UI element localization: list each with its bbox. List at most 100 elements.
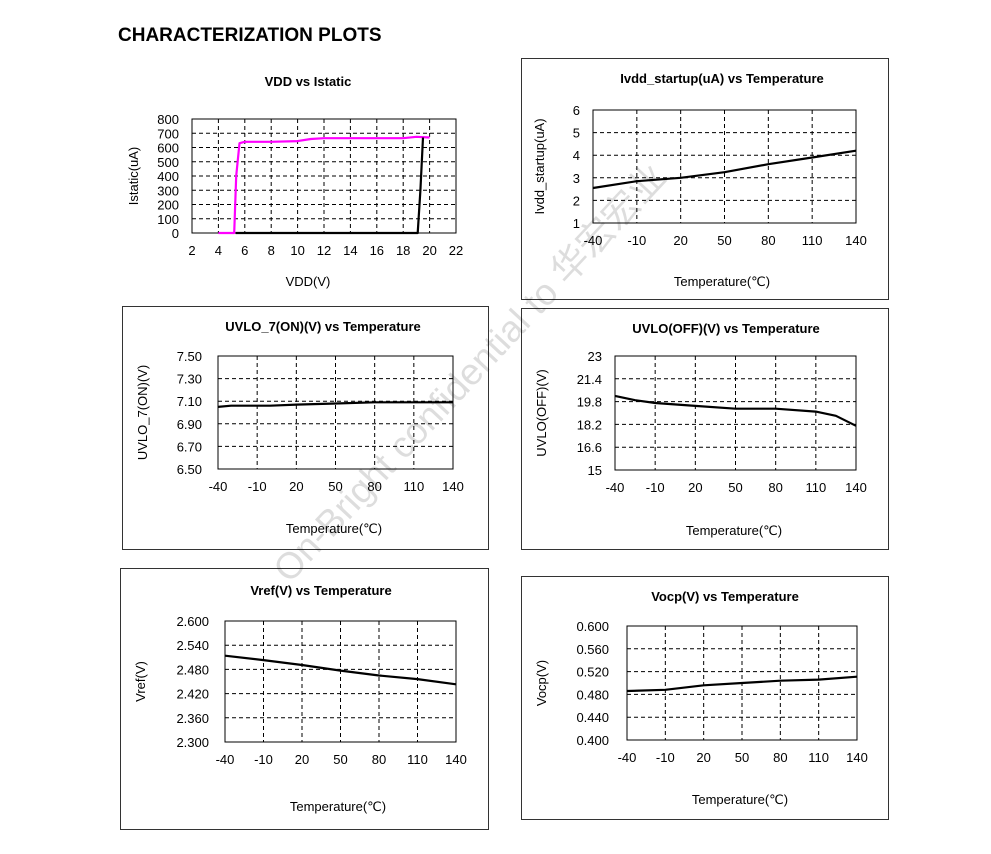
vref-svg: Vref(V) vs Temperature Temperature(℃) Vr… xyxy=(133,583,467,814)
y-tick-label: 18.2 xyxy=(577,417,602,432)
y-axis-label: UVLO(OFF)(V) xyxy=(534,369,549,456)
vocp-svg: Vocp(V) vs Temperature Temperature(℃) Vo… xyxy=(534,589,868,807)
x-tick-label: 140 xyxy=(846,750,868,765)
series-line-0 xyxy=(224,654,457,686)
plot-area-frame xyxy=(217,355,454,470)
y-tick-label: 2 xyxy=(573,193,580,208)
x-tick-label: 10 xyxy=(290,243,304,258)
x-tick-label: 18 xyxy=(396,243,410,258)
x-tick-label: 80 xyxy=(773,750,787,765)
y-tick-label: 2.540 xyxy=(176,638,209,653)
x-tick-label: 16 xyxy=(370,243,384,258)
y-tick-label: 0.440 xyxy=(576,710,609,725)
y-tick-label: 2.600 xyxy=(176,614,209,629)
series-line-1 xyxy=(235,137,425,235)
series-line-0 xyxy=(614,394,857,427)
uvlo-off-svg: UVLO(OFF)(V) vs Temperature Temperature(… xyxy=(534,321,867,538)
x-tick-label: 140 xyxy=(445,752,467,767)
y-axis-label: UVLO_7(ON)(V) xyxy=(135,365,150,460)
y-tick-label: 7.10 xyxy=(177,394,202,409)
x-tick-label: 6 xyxy=(241,243,248,258)
y-tick-label: 0.400 xyxy=(576,733,609,748)
x-tick-label: 80 xyxy=(367,479,381,494)
y-tick-label: 2.480 xyxy=(176,662,209,677)
x-tick-label: 50 xyxy=(728,480,742,495)
x-axis-label: VDD(V) xyxy=(286,274,331,289)
x-tick-label: 50 xyxy=(333,752,347,767)
y-tick-label: 2.420 xyxy=(176,687,209,702)
y-tick-label: 7.30 xyxy=(177,372,202,387)
x-tick-label: 20 xyxy=(295,752,309,767)
y-tick-label: 400 xyxy=(157,169,179,184)
x-tick-label: 140 xyxy=(845,480,867,495)
ivdd-startup-svg: Ivdd_startup(uA) vs Temperature Temperat… xyxy=(532,71,867,289)
series-line-0 xyxy=(217,401,453,408)
x-tick-label: 80 xyxy=(768,480,782,495)
x-tick-label: 80 xyxy=(761,233,775,248)
x-tick-label: 110 xyxy=(802,233,823,248)
y-tick-label: 0 xyxy=(172,226,179,241)
vref-chart: Vref(V) vs Temperature Temperature(℃) Vr… xyxy=(120,568,489,830)
y-tick-label: 1 xyxy=(573,216,580,231)
x-tick-label: -10 xyxy=(248,479,267,494)
y-tick-label: 0.560 xyxy=(576,642,609,657)
x-axis-label: Temperature(℃) xyxy=(286,521,382,536)
y-axis-label: Ivdd_startup(uA) xyxy=(532,118,547,214)
chart-title: Vref(V) vs Temperature xyxy=(250,583,391,598)
chart-title: Ivdd_startup(uA) vs Temperature xyxy=(620,71,823,86)
x-tick-label: 50 xyxy=(735,750,749,765)
plot-area-frame xyxy=(614,355,857,471)
y-tick-label: 800 xyxy=(157,112,179,127)
x-tick-label: -40 xyxy=(618,750,637,765)
x-tick-label: 4 xyxy=(215,243,222,258)
x-tick-label: 110 xyxy=(808,750,829,765)
x-tick-label: 110 xyxy=(403,479,424,494)
y-tick-label: 6.50 xyxy=(177,462,202,477)
y-tick-label: 2.360 xyxy=(176,711,209,726)
x-tick-label: 8 xyxy=(268,243,275,258)
x-axis-label: Temperature(℃) xyxy=(290,799,386,814)
vocp-chart: Vocp(V) vs Temperature Temperature(℃) Vo… xyxy=(521,576,889,820)
x-axis-label: Temperature(℃) xyxy=(692,792,788,807)
x-tick-label: 14 xyxy=(343,243,357,258)
x-tick-label: -10 xyxy=(627,233,646,248)
x-tick-label: 50 xyxy=(717,233,731,248)
x-tick-label: -10 xyxy=(254,752,273,767)
y-tick-label: 16.6 xyxy=(577,440,602,455)
x-tick-label: 2 xyxy=(188,243,195,258)
chart-title: VDD vs Istatic xyxy=(265,74,352,89)
chart-title: UVLO(OFF)(V) vs Temperature xyxy=(632,321,820,336)
series-line-0 xyxy=(218,135,430,235)
x-axis-label: Temperature(℃) xyxy=(674,274,770,289)
x-tick-label: 20 xyxy=(673,233,687,248)
y-axis-label: Vocp(V) xyxy=(534,660,549,706)
series-line-0 xyxy=(626,675,858,693)
y-tick-label: 7.50 xyxy=(177,349,202,364)
plot-area-frame xyxy=(224,620,457,743)
plot-area-frame xyxy=(626,625,858,741)
y-tick-label: 5 xyxy=(573,126,580,141)
vdd-istatic-svg: VDD vs Istatic VDD(V) Istatic(uA) 2 4 6 8 10… xyxy=(126,74,463,289)
y-tick-label: 4 xyxy=(573,148,580,163)
y-tick-label: 0.480 xyxy=(576,687,609,702)
uvlo-off-chart: UVLO(OFF)(V) vs Temperature Temperature(… xyxy=(521,308,889,550)
x-tick-label: -40 xyxy=(584,233,603,248)
x-tick-label: 22 xyxy=(449,243,463,258)
x-tick-label: -40 xyxy=(216,752,235,767)
y-tick-label: 3 xyxy=(573,171,580,186)
x-tick-label: 140 xyxy=(845,233,867,248)
x-tick-label: 20 xyxy=(422,243,436,258)
y-tick-label: 0.520 xyxy=(576,665,609,680)
x-tick-label: 140 xyxy=(442,479,464,494)
page-title: CHARACTERIZATION PLOTS xyxy=(118,25,382,46)
x-tick-label: 12 xyxy=(317,243,331,258)
y-axis-label: Istatic(uA) xyxy=(126,147,141,206)
uvlo-on-svg: UVLO_7(ON)(V) vs Temperature Temperature… xyxy=(135,319,464,536)
y-tick-label: 6.90 xyxy=(177,417,202,432)
x-tick-label: 20 xyxy=(688,480,702,495)
y-tick-label: 0.600 xyxy=(576,619,609,634)
x-tick-label: 20 xyxy=(289,479,303,494)
x-tick-label: 110 xyxy=(407,752,428,767)
x-tick-label: 80 xyxy=(372,752,386,767)
y-tick-label: 300 xyxy=(157,183,179,198)
